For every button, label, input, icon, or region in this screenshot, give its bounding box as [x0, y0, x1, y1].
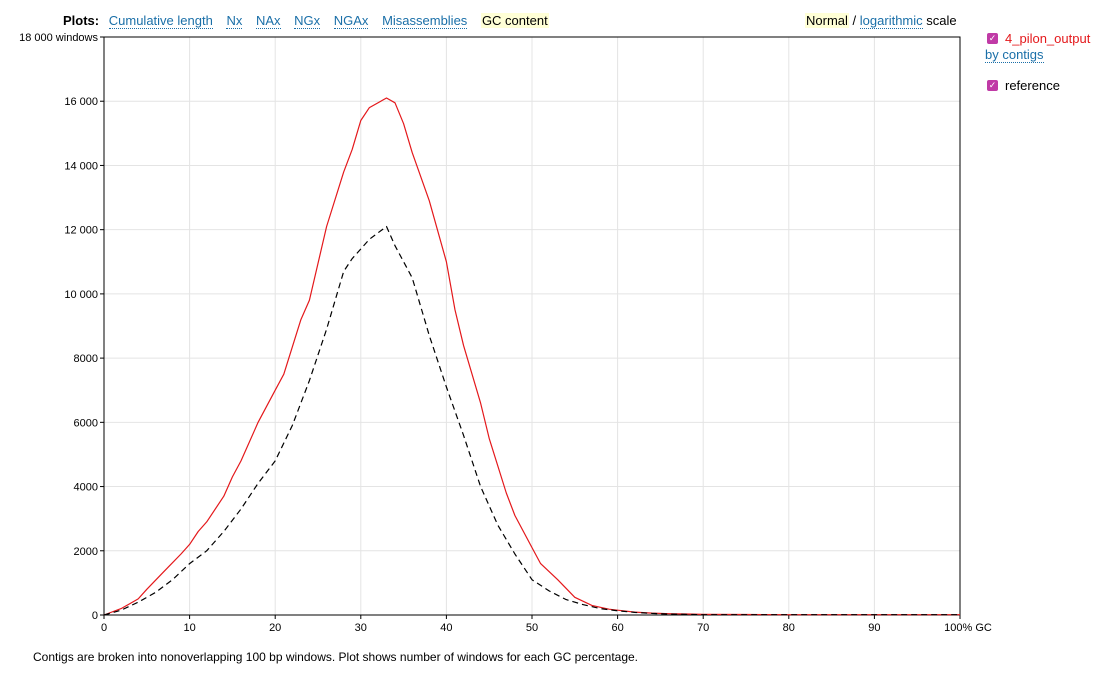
- x-tick-label: 20: [269, 622, 281, 634]
- y-tick-label: 12 000: [64, 225, 98, 237]
- chart-caption: Contigs are broken into nonoverlapping 1…: [33, 650, 639, 664]
- y-tick-label: 2000: [74, 546, 98, 558]
- y-tick-label: 16 000: [64, 96, 98, 108]
- plot-link-misassemblies[interactable]: Misassemblies: [382, 13, 468, 29]
- plot-link-gc-content-selected: GC content: [480, 13, 549, 28]
- x-tick-label: 70: [697, 622, 709, 634]
- checkbox-checked-icon[interactable]: ✓: [987, 33, 998, 44]
- y-tick-label: 0: [92, 610, 98, 622]
- x-tick-label: 60: [611, 622, 623, 634]
- x-tick-label: 30: [355, 622, 367, 634]
- legend-label-reference: reference: [1005, 78, 1060, 93]
- plot-link-cumulative-length[interactable]: Cumulative length: [108, 13, 213, 29]
- series-line-4-pilon-output: [103, 97, 960, 616]
- scale-normal-selected: Normal: [805, 13, 849, 28]
- y-tick-label: 10 000: [64, 289, 98, 301]
- legend-by-contigs-link[interactable]: by contigs: [985, 47, 1044, 63]
- y-tick-label: 18 000 windows: [19, 32, 98, 44]
- checkbox-checked-icon[interactable]: ✓: [987, 80, 998, 91]
- x-tick-label: 10: [183, 622, 195, 634]
- x-tick-label: 50: [526, 622, 538, 634]
- x-tick-label: 90: [868, 622, 880, 634]
- legend: ✓ 4_pilon_output by contigs ✓ reference: [985, 31, 1090, 109]
- x-tick-label: 0: [101, 622, 107, 634]
- plots-label: Plots:: [63, 13, 100, 28]
- x-tick-label: 40: [440, 622, 452, 634]
- x-tick-label: 100% GC: [944, 622, 992, 634]
- y-tick-label: 4000: [74, 482, 98, 494]
- legend-item-reference: ✓ reference: [985, 78, 1090, 94]
- gc-content-chart: 0 10 20 30 40 50 60 70 80 90 100% GC 0 2000 4000 6000 8…: [19, 32, 992, 634]
- scale-logarithmic-link[interactable]: logarithmic: [859, 13, 923, 29]
- scale-toggle: Normal / logarithmic scale: [805, 13, 957, 29]
- plot-link-nx[interactable]: Nx: [226, 13, 243, 29]
- plot-link-nax[interactable]: NAx: [255, 13, 281, 29]
- scale-suffix: scale: [926, 13, 957, 28]
- y-tick-label: 6000: [74, 417, 98, 429]
- plot-link-ngax[interactable]: NGAx: [333, 13, 369, 29]
- scale-separator: /: [852, 13, 857, 28]
- plots-nav: Plots: Cumulative length Nx NAx NGx NGAx…: [63, 13, 549, 29]
- x-tick-label: 80: [783, 622, 795, 634]
- y-tick-label: 14 000: [64, 160, 98, 172]
- series-line-reference: [103, 225, 960, 616]
- legend-label-pilon: 4_pilon_output: [1005, 31, 1091, 46]
- plot-frame: [103, 36, 961, 616]
- y-tick-label: 8000: [74, 353, 98, 365]
- plot-link-ngx[interactable]: NGx: [294, 13, 321, 29]
- legend-item-pilon: ✓ 4_pilon_output by contigs: [985, 31, 1090, 63]
